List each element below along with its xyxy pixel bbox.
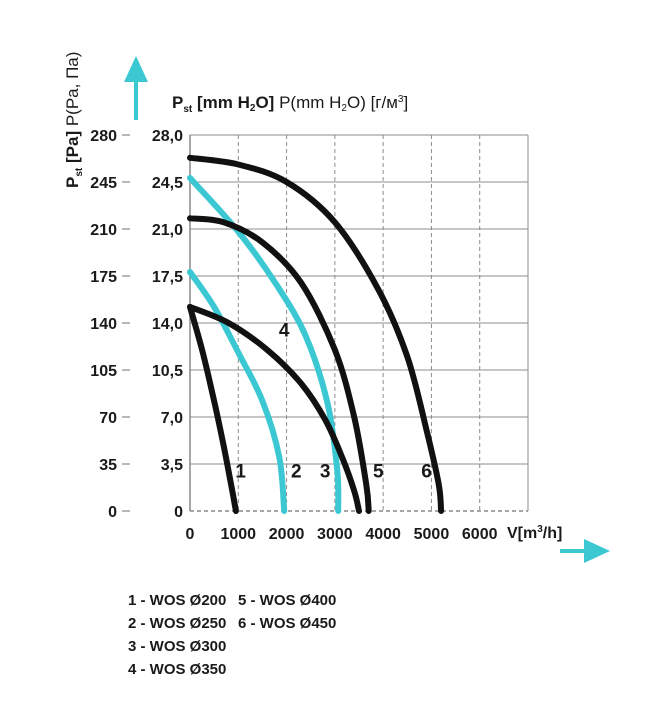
- x-tick-label: 5000: [414, 526, 450, 543]
- x-axis-title: V[m3/h]: [507, 524, 562, 542]
- curve-6: [187, 154, 445, 514]
- y-axis-title: Pst [Pa] P(Pa, Па): [63, 52, 85, 188]
- legend-item: 4 - WOS Ø350: [128, 661, 227, 678]
- y-tick-label-mm: 10,5: [152, 363, 183, 380]
- y-tick-label-pa: 105: [90, 363, 117, 380]
- y-axis-arrow: [124, 56, 148, 120]
- y-tick-label-mm: 14,0: [152, 316, 183, 333]
- curve-labels: 1 2 345 6: [235, 321, 431, 483]
- x-axis-ticks: 0 1000 2000 3000 4000 5000 6000: [186, 526, 498, 543]
- curve-label-4: 4: [279, 321, 290, 342]
- curve-3: [187, 175, 342, 514]
- x-tick-label: 2000: [269, 526, 305, 543]
- curve-label-2: 2: [291, 462, 302, 483]
- curve-5: [187, 215, 372, 514]
- legend-item: 1 - WOS Ø200: [128, 592, 227, 609]
- curve-label-5: 5: [373, 462, 384, 483]
- legend-column-2: 5 - WOS Ø400 6 - WOS Ø450: [238, 589, 336, 635]
- y-tick-label-pa: 0: [108, 504, 117, 521]
- x-tick-label: 0: [186, 526, 195, 543]
- curve-4: [187, 303, 362, 514]
- x-tick-label: 3000: [317, 526, 353, 543]
- curve-label-6: 6: [421, 462, 432, 483]
- y-tick-label-pa: 175: [90, 269, 117, 286]
- y-tick-label-pa: 245: [90, 175, 117, 192]
- y-tick-label-mm: 17,5: [152, 269, 183, 286]
- header-axis-title: Pst [mm H2O] P(mm H2O) [г/м3]: [172, 93, 408, 115]
- curve-1: [187, 303, 239, 514]
- y-tick-label-mm: 24,5: [152, 175, 183, 192]
- y-tick-label-pa: 70: [99, 410, 117, 427]
- y-tick-label-pa: 210: [90, 222, 117, 239]
- y-tick-label-pa: 35: [99, 457, 117, 474]
- y-tick-label-pa: 280: [90, 128, 117, 145]
- legend-item: 6 - WOS Ø450: [238, 615, 337, 632]
- x-axis-arrow: [560, 539, 610, 563]
- performance-curves: [187, 154, 445, 514]
- x-tick-label: 1000: [220, 526, 256, 543]
- legend-item: 3 - WOS Ø300: [128, 638, 227, 655]
- legend-item: 5 - WOS Ø400: [238, 592, 337, 609]
- y-tick-label-mm: 3,5: [161, 457, 183, 474]
- curve-label-1: 1: [235, 462, 246, 483]
- x-tick-label: 6000: [462, 526, 498, 543]
- legend-column-1: 1 - WOS Ø200 2 - WOS Ø250 3 - WOS Ø300 4…: [128, 589, 226, 681]
- x-tick-label: 4000: [365, 526, 401, 543]
- curve-2: [187, 269, 288, 514]
- curve-label-3: 3: [320, 462, 331, 483]
- y-tick-label-mm: 7,0: [161, 410, 183, 427]
- y-tick-label-pa: 140: [90, 316, 117, 333]
- y-axis-ticks-pa: 0 35 70 105 140 175 210 245 280: [90, 128, 130, 521]
- y-tick-label-mm: 21,0: [152, 222, 183, 239]
- legend-item: 2 - WOS Ø250: [128, 615, 227, 632]
- y-tick-label-mm: 0: [174, 504, 183, 521]
- y-axis-ticks-mm: 0 3,5 7,0 10,5 14,0 17,5 21,0 24,5 28,0: [152, 128, 183, 521]
- y-tick-label-mm: 28,0: [152, 128, 183, 145]
